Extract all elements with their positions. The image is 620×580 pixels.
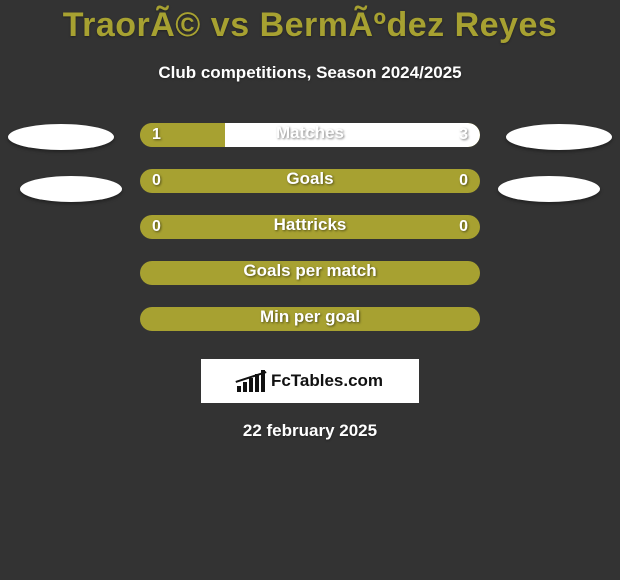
logo-bars-icon: [237, 370, 265, 392]
stat-bar-right-fill: [225, 123, 480, 147]
comparison-infographic: TraorÃ© vs BermÃºdez Reyes Club competit…: [0, 0, 620, 580]
stat-row: Min per goal: [0, 307, 620, 331]
stat-value-left: 1: [152, 126, 161, 144]
stat-value-left: 0: [152, 218, 161, 236]
subtitle: Club competitions, Season 2024/2025: [0, 63, 620, 83]
stat-label: Goals: [286, 169, 333, 189]
stat-value-right: 0: [459, 218, 468, 236]
logo-bar-icon: [243, 382, 247, 392]
stat-label: Matches: [276, 123, 344, 143]
fctables-logo: FcTables.com: [201, 359, 419, 403]
stat-row: 0 0 Goals: [0, 169, 620, 193]
stat-value-right: 3: [459, 126, 468, 144]
logo-bar-icon: [255, 374, 259, 392]
logo-text: FcTables.com: [271, 371, 383, 391]
stat-label: Goals per match: [243, 261, 376, 281]
stat-bar: Goals per match: [140, 261, 480, 285]
stat-rows: 1 3 Matches 0 0 Goals 0 0 Hattricks Goals per mat…: [0, 123, 620, 331]
stat-bar: Goals: [140, 169, 480, 193]
logo-bar-icon: [237, 386, 241, 392]
stat-value-left: 0: [152, 172, 161, 190]
footer-date: 22 february 2025: [0, 421, 620, 441]
stat-label: Min per goal: [260, 307, 360, 327]
stat-value-right: 0: [459, 172, 468, 190]
stat-label: Hattricks: [274, 215, 347, 235]
logo-bar-icon: [249, 378, 253, 392]
stat-bar: Hattricks: [140, 215, 480, 239]
stat-bar: Min per goal: [140, 307, 480, 331]
stat-row: Goals per match: [0, 261, 620, 285]
stat-bar: Matches: [140, 123, 480, 147]
stat-row: 1 3 Matches: [0, 123, 620, 147]
stat-row: 0 0 Hattricks: [0, 215, 620, 239]
page-title: TraorÃ© vs BermÃºdez Reyes: [0, 0, 620, 45]
